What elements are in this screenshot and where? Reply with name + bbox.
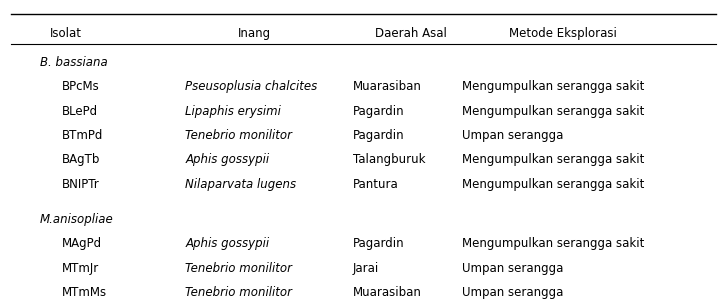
Text: Pagardin: Pagardin	[353, 105, 404, 118]
Text: Jarai: Jarai	[353, 262, 379, 275]
Text: Isolat: Isolat	[49, 27, 81, 40]
Text: Mengumpulkan serangga sakit: Mengumpulkan serangga sakit	[462, 105, 644, 118]
Text: Pantura: Pantura	[353, 178, 398, 191]
Text: MTmJr: MTmJr	[62, 262, 99, 275]
Text: BPcMs: BPcMs	[62, 80, 100, 93]
Text: Pseusoplusia chalcites: Pseusoplusia chalcites	[185, 80, 318, 93]
Text: Aphis gossypii: Aphis gossypii	[185, 237, 270, 250]
Text: Nilaparvata lugens: Nilaparvata lugens	[185, 178, 297, 191]
Text: Tenebrio monilitor: Tenebrio monilitor	[185, 262, 292, 275]
Text: Inang: Inang	[238, 27, 271, 40]
Text: BNIPTr: BNIPTr	[62, 178, 100, 191]
Text: BTmPd: BTmPd	[62, 129, 103, 142]
Text: Talangburuk: Talangburuk	[353, 153, 425, 166]
Text: Lipaphis erysimi: Lipaphis erysimi	[185, 105, 281, 118]
Text: M.anisopliae: M.anisopliae	[40, 213, 113, 226]
Text: Tenebrio monilitor: Tenebrio monilitor	[185, 286, 292, 299]
Text: Umpan serangga: Umpan serangga	[462, 262, 563, 275]
Text: Mengumpulkan serangga sakit: Mengumpulkan serangga sakit	[462, 237, 644, 250]
Text: Daerah Asal: Daerah Asal	[375, 27, 446, 40]
Text: Aphis gossypii: Aphis gossypii	[185, 153, 270, 166]
Text: Umpan serangga: Umpan serangga	[462, 129, 563, 142]
Text: Mengumpulkan serangga sakit: Mengumpulkan serangga sakit	[462, 178, 644, 191]
Text: Muarasiban: Muarasiban	[353, 80, 422, 93]
Text: Metode Eksplorasi: Metode Eksplorasi	[510, 27, 617, 40]
Text: Pagardin: Pagardin	[353, 237, 404, 250]
Text: MAgPd: MAgPd	[62, 237, 102, 250]
Text: Pagardin: Pagardin	[353, 129, 404, 142]
Text: MTmMs: MTmMs	[62, 286, 107, 299]
Text: Muarasiban: Muarasiban	[353, 286, 422, 299]
Text: BLePd: BLePd	[62, 105, 98, 118]
Text: Mengumpulkan serangga sakit: Mengumpulkan serangga sakit	[462, 80, 644, 93]
Text: B. bassiana: B. bassiana	[40, 56, 108, 69]
Text: Mengumpulkan serangga sakit: Mengumpulkan serangga sakit	[462, 153, 644, 166]
Text: Umpan serangga: Umpan serangga	[462, 286, 563, 299]
Text: BAgTb: BAgTb	[62, 153, 100, 166]
Text: Tenebrio monilitor: Tenebrio monilitor	[185, 129, 292, 142]
